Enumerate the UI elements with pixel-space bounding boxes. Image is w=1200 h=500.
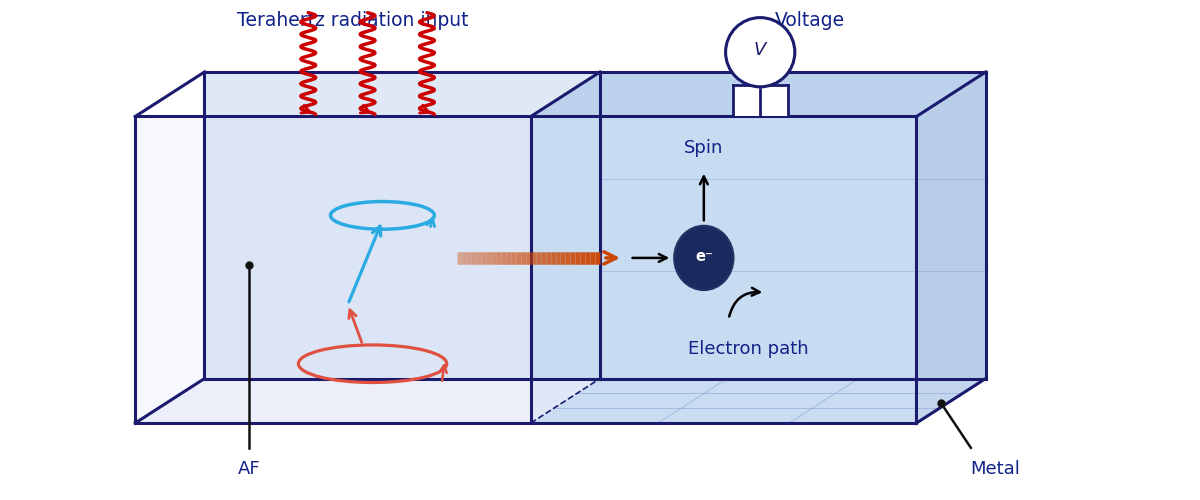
Polygon shape xyxy=(136,72,600,117)
Polygon shape xyxy=(204,72,985,378)
Polygon shape xyxy=(136,378,600,423)
Text: Voltage: Voltage xyxy=(774,10,845,29)
Text: Metal: Metal xyxy=(971,460,1020,477)
Polygon shape xyxy=(530,72,985,117)
Polygon shape xyxy=(732,85,788,116)
Polygon shape xyxy=(136,116,530,423)
Text: Terahertz radiation input: Terahertz radiation input xyxy=(238,10,468,29)
Polygon shape xyxy=(530,116,917,423)
Text: Electron path: Electron path xyxy=(688,340,809,358)
Text: V: V xyxy=(754,41,767,59)
Circle shape xyxy=(726,18,794,87)
Text: AF: AF xyxy=(238,460,260,477)
Polygon shape xyxy=(917,72,985,423)
Text: e⁻: e⁻ xyxy=(695,250,713,264)
Text: Spin: Spin xyxy=(684,139,724,157)
Polygon shape xyxy=(530,378,985,423)
Ellipse shape xyxy=(674,226,733,290)
